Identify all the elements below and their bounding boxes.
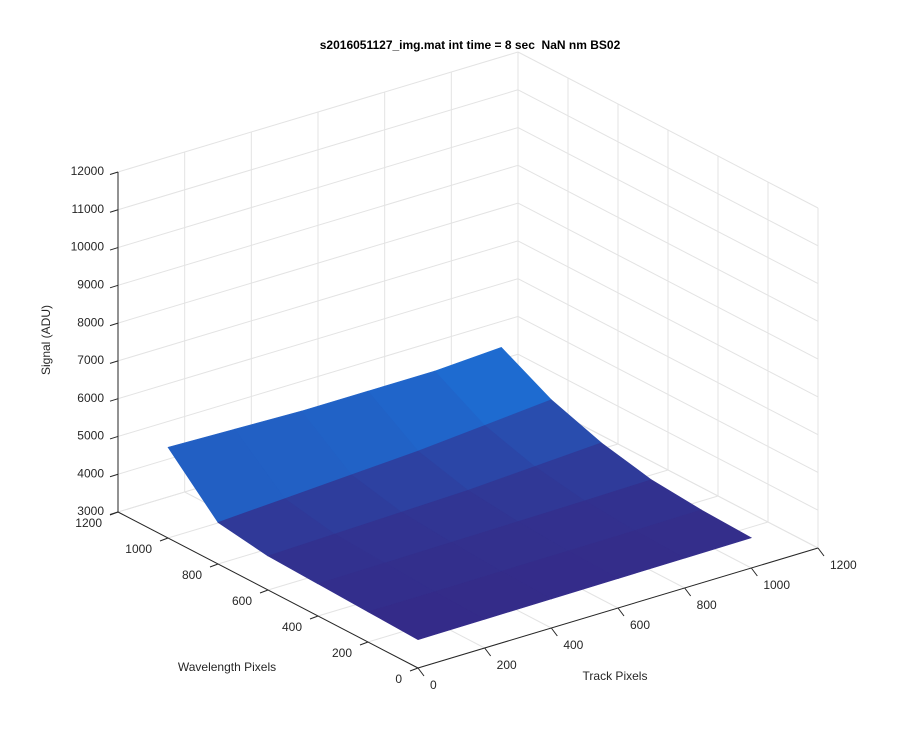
z-tick-label: 3000 — [77, 504, 104, 518]
x-axis-label: Track Pixels — [583, 669, 648, 683]
x-tick-label: 1000 — [763, 578, 790, 592]
x-tick — [750, 567, 758, 577]
x-tick — [417, 667, 425, 677]
z-tick — [109, 473, 119, 478]
z-tick — [109, 209, 119, 213]
z-tick-label: 9000 — [77, 278, 104, 292]
chart-title: s2016051127_img.mat int time = 8 sec NaN… — [320, 38, 621, 52]
z-tick-label: 11000 — [72, 202, 105, 216]
x-tick-label: 0 — [430, 678, 437, 692]
surface-patch — [367, 591, 486, 640]
y-tick-label: 0 — [395, 672, 402, 686]
z-tick-label: 4000 — [77, 466, 104, 480]
z-tick-label: 7000 — [77, 353, 104, 367]
x-tick — [484, 647, 492, 657]
y-tick-label: 600 — [232, 594, 252, 608]
y-tick-label: 400 — [282, 620, 302, 634]
z-tick — [109, 247, 119, 251]
y-tick-label: 200 — [332, 646, 352, 660]
x-tick-label: 800 — [697, 598, 717, 612]
x-tick-label: 200 — [497, 658, 517, 672]
y-tick — [359, 641, 369, 646]
x-tick — [617, 607, 625, 617]
layer: 3000400050006000700080009000100001100012… — [71, 164, 857, 692]
z-tick-label: 12000 — [71, 164, 105, 178]
z-tick-label: 5000 — [77, 429, 104, 443]
y-tick — [409, 667, 419, 672]
z-tick — [109, 284, 119, 289]
x-tick — [550, 627, 558, 637]
y-tick-label: 800 — [182, 568, 202, 582]
x-tick-label: 400 — [563, 638, 583, 652]
z-tick — [109, 322, 119, 327]
x-tick-label: 600 — [630, 618, 650, 632]
y-tick-label: 1000 — [125, 542, 152, 556]
y-tick — [309, 615, 319, 620]
y-tick-label: 1200 — [75, 516, 102, 530]
z-tick — [109, 435, 119, 440]
y-tick — [109, 511, 119, 516]
z-tick-label: 10000 — [71, 240, 105, 254]
x-axis — [417, 547, 819, 669]
y-tick — [159, 537, 169, 542]
z-tick — [109, 360, 119, 364]
z-axis-label: Signal (ADU) — [39, 305, 53, 375]
z-tick-label: 6000 — [77, 391, 104, 405]
x-tick-label: 1200 — [830, 558, 857, 572]
y-axis — [117, 511, 419, 669]
y-axis-label: Wavelength Pixels — [178, 660, 276, 674]
z-tick-label: 8000 — [77, 315, 104, 329]
y-tick — [209, 563, 219, 568]
y-tick — [259, 589, 269, 594]
layer — [167, 346, 753, 640]
x-tick — [817, 547, 825, 557]
z-tick — [109, 398, 119, 402]
x-tick — [684, 587, 692, 597]
z-tick — [109, 171, 119, 175]
